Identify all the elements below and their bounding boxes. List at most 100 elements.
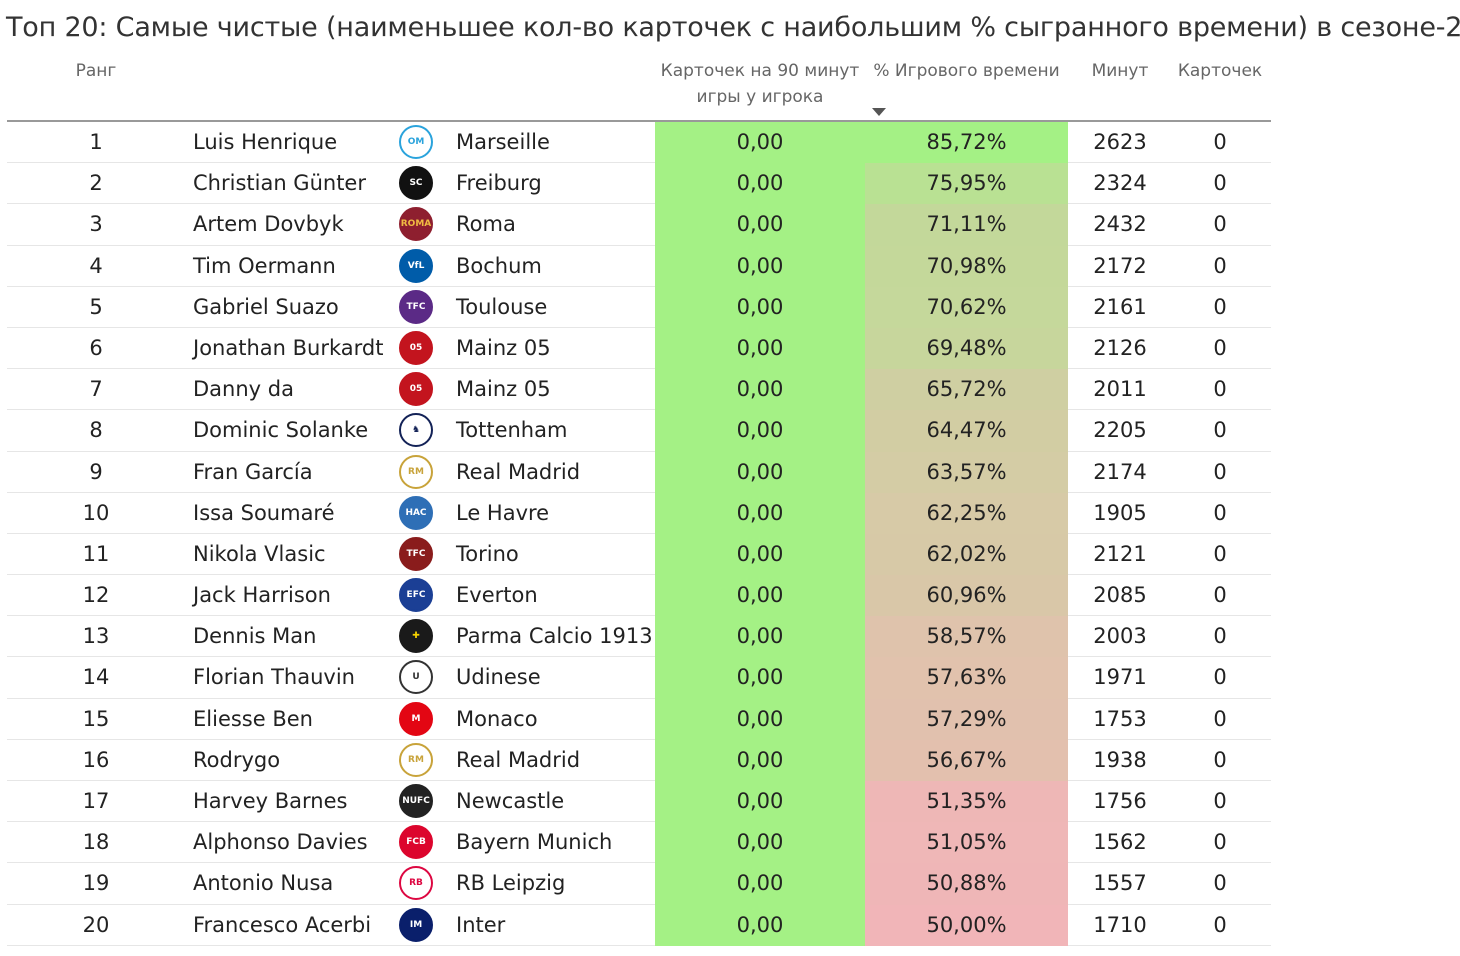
cards-cell: 0 [1213, 253, 1227, 278]
cards-cell: 0 [1213, 747, 1227, 772]
rank-cell: 8 [89, 418, 103, 443]
cards-per-90-cell: 0,00 [655, 739, 865, 781]
rank-cell: 15 [82, 706, 110, 731]
cards-cell: 0 [1213, 583, 1227, 608]
minutes-cell: 1938 [1093, 747, 1147, 772]
rank-cell: 18 [82, 830, 110, 855]
crest-glyph: OM [399, 125, 433, 159]
playing-time-pct-cell: 51,35% [865, 781, 1068, 823]
playing-time-pct-cell: 75,95% [865, 163, 1068, 205]
cards-cell: 0 [1213, 541, 1227, 566]
rank-cell: 13 [82, 624, 110, 649]
team-name: Roma [456, 212, 516, 237]
player-name: Rodrygo [193, 747, 281, 772]
table-row: 1 Luis Henrique OM Marseille 0,00 85,72% 2623 0 [7, 122, 1271, 164]
team-name: Mainz 05 [456, 377, 551, 402]
header-playing-time-pct[interactable]: % Игрового времени [873, 61, 1060, 81]
crest-glyph: TFC [399, 536, 433, 571]
header-minutes[interactable]: Минут [1091, 61, 1149, 81]
le-havre-crest-icon: HAC [399, 495, 435, 530]
cards-cell: 0 [1213, 706, 1227, 731]
playing-time-pct-cell: 71,11% [865, 204, 1068, 246]
minutes-cell: 2174 [1093, 459, 1147, 484]
crest-glyph: TFC [399, 289, 433, 324]
team-name: Tottenham [456, 418, 568, 443]
cards-per-90-cell: 0,00 [655, 286, 865, 328]
header-rank[interactable]: Ранг [75, 61, 117, 81]
cards-per-90-cell: 0,00 [655, 533, 865, 576]
crest-glyph: FCB [399, 825, 433, 860]
parma-crest-icon: ✚ [399, 619, 435, 654]
team-name: Monaco [456, 706, 538, 731]
minutes-cell: 2205 [1093, 418, 1147, 443]
crest-glyph: 05 [399, 330, 433, 365]
tottenham-crest-icon: ♞ [399, 413, 435, 448]
cards-per-90-cell: 0,00 [655, 616, 865, 658]
rank-cell: 7 [89, 377, 103, 402]
player-name: Alphonso Davies [193, 830, 368, 855]
team-name: Inter [456, 912, 506, 937]
crest-glyph: RM [399, 742, 433, 777]
cards-per-90-cell: 0,00 [655, 492, 865, 534]
cards-cell: 0 [1213, 294, 1227, 319]
cards-cell: 0 [1213, 335, 1227, 360]
table-row: 14 Florian Thauvin U Udinese 0,00 57,63% 1971 0 [7, 657, 1271, 699]
header-cards-per-90[interactable]: Карточек на 90 минут игры у игрока [660, 61, 860, 107]
player-name: Antonio Nusa [193, 871, 334, 896]
minutes-cell: 2623 [1093, 130, 1147, 154]
monaco-crest-icon: M [399, 701, 435, 736]
rank-cell: 3 [89, 212, 103, 237]
playing-time-pct-cell: 56,67% [865, 739, 1068, 781]
header-divider [7, 120, 1271, 122]
header-cards[interactable]: Карточек [1177, 61, 1263, 81]
cards-per-90-cell: 0,00 [655, 698, 865, 740]
cards-cell: 0 [1213, 789, 1227, 813]
minutes-cell: 2432 [1093, 212, 1147, 237]
team-name: Real Madrid [456, 747, 581, 772]
player-name: Fran García [193, 459, 313, 484]
cards-per-90-cell: 0,00 [655, 245, 865, 287]
cards-cell: 0 [1213, 130, 1227, 154]
rank-cell: 20 [82, 912, 110, 937]
cards-per-90-cell: 0,00 [655, 822, 865, 864]
bochum-crest-icon: VfL [399, 248, 435, 283]
cards-cell: 0 [1213, 830, 1227, 855]
cards-cell: 0 [1213, 500, 1227, 525]
playing-time-pct-cell: 69,48% [865, 327, 1068, 370]
player-name: Artem Dovbyk [193, 212, 344, 237]
real-madrid-crest-icon: RM [399, 454, 435, 489]
cards-per-90-cell: 0,00 [655, 575, 865, 617]
minutes-cell: 2161 [1093, 294, 1147, 319]
playing-time-pct-cell: 51,05% [865, 822, 1068, 864]
cards-per-90-cell: 0,00 [655, 863, 865, 905]
player-name: Jack Harrison [193, 583, 331, 608]
table-row: 18 Alphonso Davies FCB Bayern Munich 0,00 51,… [7, 822, 1271, 864]
table-body: 1 Luis Henrique OM Marseille 0,00 85,72% 2623 0… [7, 122, 1271, 946]
sort-descending-icon[interactable] [872, 108, 886, 116]
table-row: 3 Artem Dovbyk ROMA Roma 0,00 71,11% 2432 0 [7, 204, 1271, 246]
crest-glyph: 05 [399, 372, 433, 407]
player-name: Gabriel Suazo [193, 294, 339, 319]
cards-cell: 0 [1213, 912, 1227, 937]
crest-glyph: VfL [399, 248, 433, 283]
team-name: Everton [456, 583, 538, 608]
table-row: 12 Jack Harrison EFC Everton 0,00 60,96% 2085 0 [7, 575, 1271, 617]
team-name: Freiburg [456, 171, 542, 196]
rank-cell: 9 [89, 459, 103, 484]
cards-cell: 0 [1213, 624, 1227, 649]
table-row: 16 Rodrygo RM Real Madrid 0,00 56,67% 1938 0 [7, 739, 1271, 781]
crest-glyph: M [399, 701, 433, 736]
minutes-cell: 2011 [1093, 377, 1147, 402]
crest-glyph: RB [399, 866, 433, 901]
toulouse-crest-icon: TFC [399, 289, 435, 324]
playing-time-pct-cell: 62,02% [865, 533, 1068, 576]
newcastle-crest-icon: NUFC [399, 784, 435, 818]
crest-glyph: HAC [399, 495, 433, 530]
cards-cell: 0 [1213, 377, 1227, 402]
cards-per-90-cell: 0,00 [655, 327, 865, 370]
team-name: Newcastle [456, 789, 565, 813]
player-name: Issa Soumaré [193, 500, 335, 525]
minutes-cell: 1557 [1093, 871, 1147, 896]
cards-per-90-cell: 0,00 [655, 904, 865, 946]
crest-glyph: ROMA [399, 207, 433, 242]
